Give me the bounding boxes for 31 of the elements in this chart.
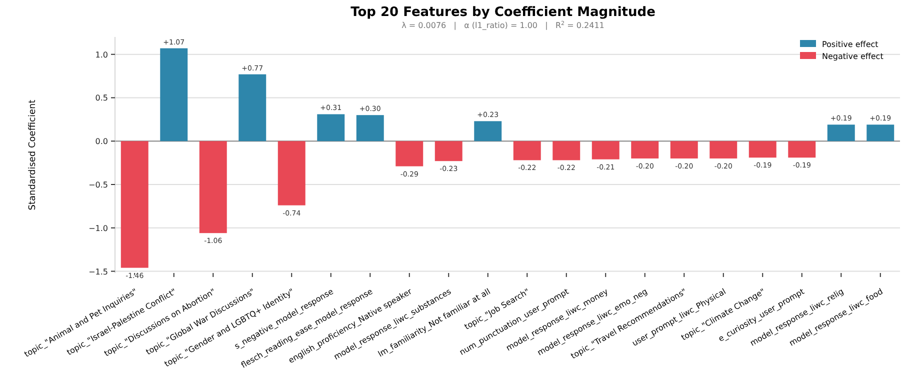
bar — [866, 124, 894, 142]
y-tick-label: −1.0 — [88, 224, 108, 233]
bar — [631, 141, 659, 158]
y-tick-label: −0.5 — [88, 180, 108, 190]
bar — [199, 141, 227, 234]
bar — [513, 141, 541, 160]
bar — [434, 141, 462, 162]
y-tick-label: 0.5 — [95, 94, 108, 103]
y-axis-title: Standardised Coefficient — [28, 99, 38, 210]
legend-label: Positive effect — [822, 40, 878, 49]
bar — [748, 141, 776, 158]
bar — [670, 141, 698, 158]
bar — [238, 74, 266, 142]
bar — [474, 121, 502, 142]
legend-label: Negative effect — [822, 52, 884, 61]
bar — [592, 141, 620, 160]
y-tick-label: 1.0 — [95, 50, 108, 60]
bar — [827, 124, 855, 142]
chart-title: Top 20 Features by Coefficient Magnitude — [350, 5, 656, 20]
bar — [710, 141, 738, 158]
bar — [120, 141, 148, 268]
chart-subtitle: λ = 0.0076 | α (l1_ratio) = 1.00 | R$^{2}$ = 0.2411 — [402, 20, 604, 30]
bar — [356, 115, 384, 142]
bar — [396, 141, 424, 166]
bar — [160, 48, 188, 142]
bar — [317, 114, 345, 142]
bar — [552, 141, 580, 160]
bar — [278, 141, 306, 206]
y-tick-label: 0.0 — [95, 137, 108, 146]
bar — [788, 141, 816, 158]
y-tick-label: −1.5 — [88, 267, 108, 276]
